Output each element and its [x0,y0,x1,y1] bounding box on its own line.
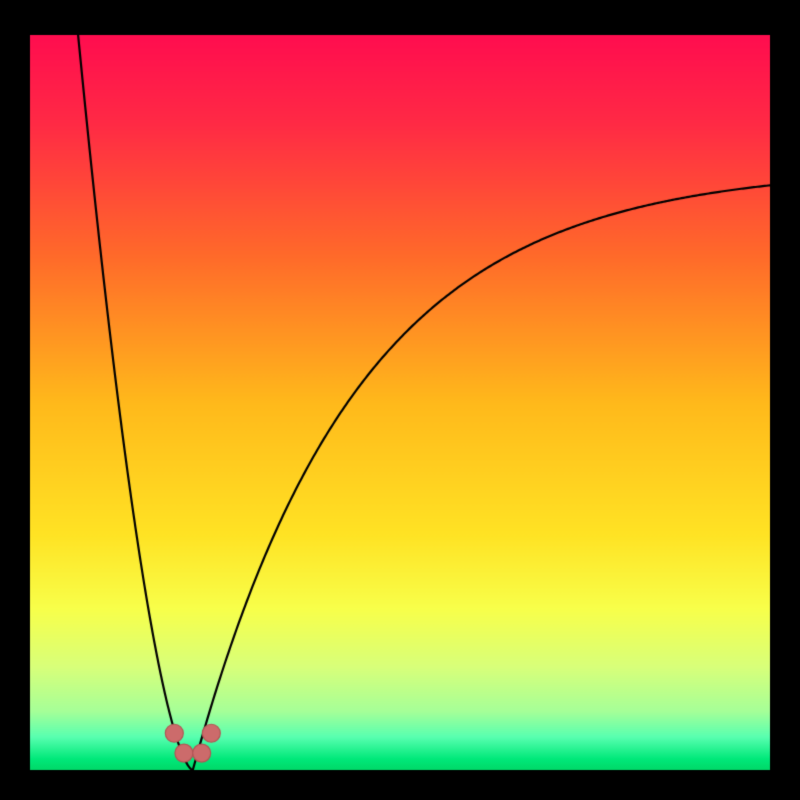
bottleneck-curve-chart [0,0,800,800]
chart-frame: TheBottleneck.com [0,0,800,800]
